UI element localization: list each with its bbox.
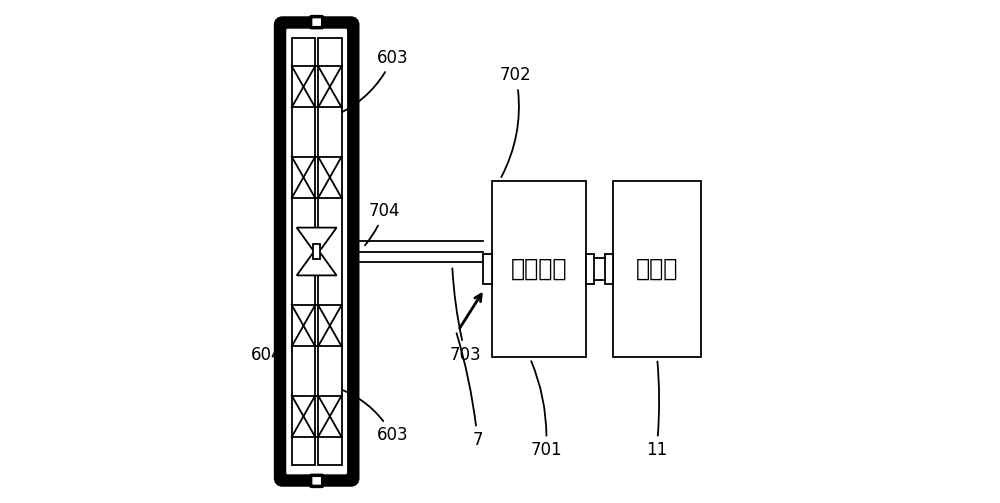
Bar [313,244,320,259]
FancyBboxPatch shape [311,475,323,486]
Text: 703: 703 [450,269,481,364]
Bar [483,254,492,284]
Text: 主减速器: 主减速器 [511,257,567,281]
Text: 11: 11 [646,362,667,459]
Text: 701: 701 [530,361,562,459]
Bar [586,254,594,284]
FancyBboxPatch shape [311,17,323,28]
Polygon shape [297,254,337,276]
Bar [605,254,613,284]
Text: 704: 704 [365,202,400,245]
FancyBboxPatch shape [286,29,347,474]
Text: 702: 702 [500,66,532,177]
Text: 603: 603 [334,387,408,444]
Text: 604: 604 [251,304,285,364]
Text: 603: 603 [334,49,408,116]
Bar [292,38,315,465]
Bar [613,181,701,357]
FancyBboxPatch shape [279,21,355,482]
Bar [318,38,342,465]
Text: 发动机: 发动机 [636,257,678,281]
Bar [492,181,586,357]
Polygon shape [297,228,337,249]
Text: 7: 7 [457,333,483,449]
